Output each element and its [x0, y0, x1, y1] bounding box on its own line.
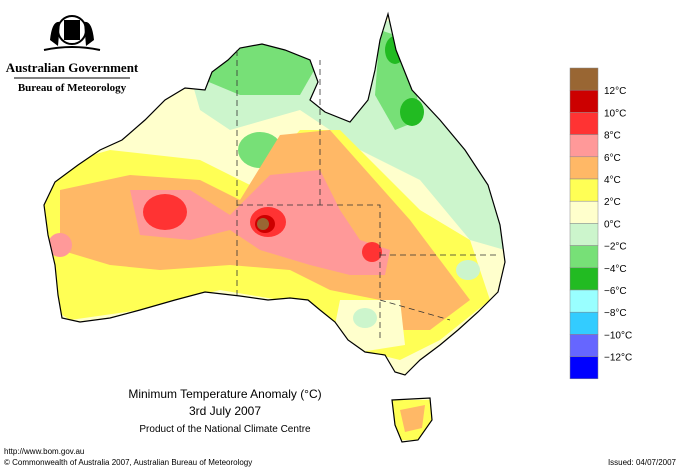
legend-label: 4°C: [604, 175, 621, 186]
legend-label: −6°C: [604, 286, 627, 297]
legend-swatch: [569, 356, 599, 380]
legend-swatch: [569, 245, 599, 269]
legend-label: 0°C: [604, 219, 621, 230]
legend-swatch: [569, 178, 599, 202]
legend-label: 8°C: [604, 131, 621, 142]
issued-date: Issued: 04/07/2007: [608, 458, 677, 467]
legend-label: −12°C: [604, 353, 632, 364]
legend-swatch: [569, 200, 599, 224]
gov-name: Australian Government: [6, 60, 139, 75]
map-date: 3rd July 2007: [189, 404, 261, 418]
legend-swatch: [569, 89, 599, 113]
legend-swatch: [569, 311, 599, 335]
legend-swatch: [569, 223, 599, 246]
legend-label: −10°C: [604, 330, 632, 341]
legend-label: 2°C: [604, 197, 621, 208]
legend-swatch: [569, 134, 599, 158]
legend-label: 6°C: [604, 153, 621, 164]
legend-swatch: [569, 334, 599, 357]
legend-swatch: [569, 267, 599, 291]
agency-name: Bureau of Meteorology: [18, 82, 127, 94]
map-credit: Product of the National Climate Centre: [139, 424, 311, 435]
legend-swatch: [569, 289, 599, 313]
url: http://www.bom.gov.au: [4, 447, 84, 456]
legend-swatch: [569, 156, 599, 180]
legend-label: 12°C: [604, 86, 626, 97]
legend-label: −4°C: [604, 264, 627, 275]
state-borders: [236, 50, 500, 340]
legend-swatch: [569, 112, 599, 135]
legend-label: −8°C: [604, 308, 627, 319]
legend-label: 10°C: [604, 108, 626, 119]
legend-swatch: [569, 67, 599, 91]
legend: 12°C 10°C 8°C 6°C 4°C 2°C 0°C −2°C −4°C −6°C −8°C −…: [569, 67, 632, 380]
copyright: © Commonwealth of Australia 2007, Austra…: [4, 458, 252, 467]
legend-label: −2°C: [604, 242, 627, 253]
map-title: Minimum Temperature Anomaly (°C): [128, 387, 321, 401]
crest: [43, 15, 101, 51]
